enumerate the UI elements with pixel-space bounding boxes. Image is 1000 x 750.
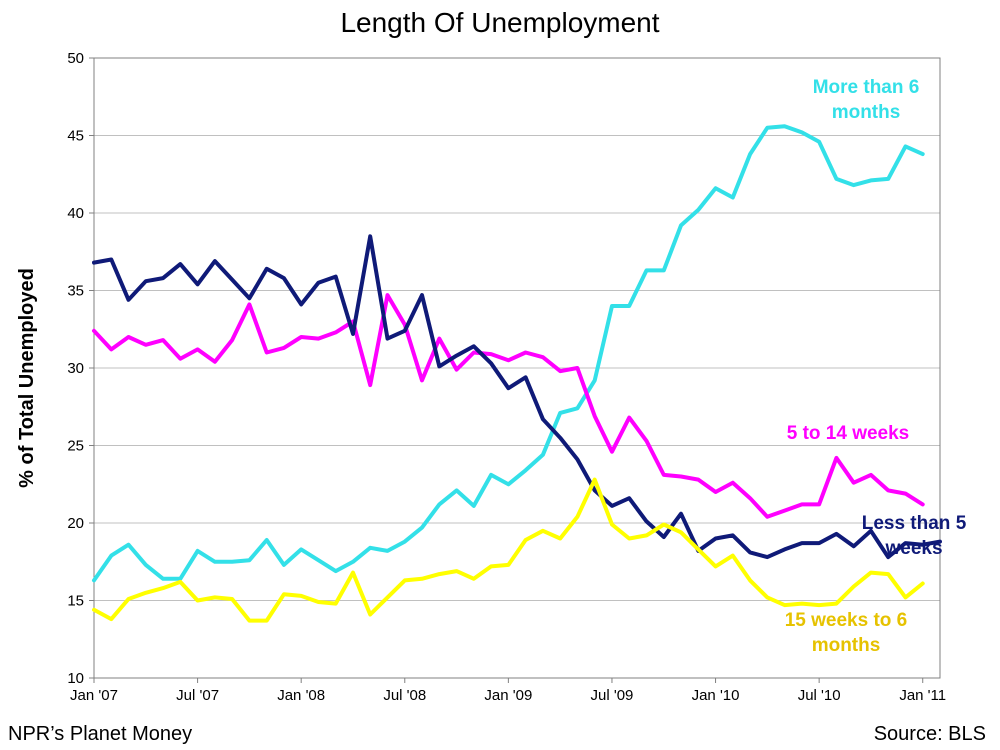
x-tick-label: Jan '11 [899, 687, 946, 704]
series-annotation: More than 6 [813, 77, 920, 98]
y-tick-label: 35 [67, 283, 84, 300]
series-line-2 [92, 234, 942, 560]
y-axis-label: % of Total Unemployed [16, 268, 38, 488]
x-tick-label: Jul '09 [591, 687, 634, 704]
x-tick-label: Jan '10 [692, 687, 740, 704]
y-tick-label: 10 [67, 670, 84, 687]
y-tick-label: 50 [67, 50, 84, 67]
source-text: Source: BLS [874, 723, 986, 745]
x-tick-label: Jul '10 [798, 687, 841, 704]
y-tick-label: 15 [67, 593, 84, 610]
chart-title: Length Of Unemployment [340, 7, 659, 38]
x-tick-label: Jan '09 [484, 687, 532, 704]
gridlines [94, 57, 940, 601]
y-tick-label: 40 [67, 205, 84, 222]
y-tick-label: 45 [67, 128, 84, 145]
y-tick-label: 20 [67, 515, 84, 532]
series-annotations: More than 6 months 5 to 14 weeks Less than … [785, 77, 967, 656]
x-tick-label: Jul '07 [176, 687, 219, 704]
y-tick-label: 30 [67, 360, 84, 377]
series-annotation: months [832, 102, 901, 123]
series-annotation: 5 to 14 weeks [787, 423, 910, 444]
series-line-0 [92, 124, 925, 583]
x-tick-label: Jul '08 [383, 687, 426, 704]
series-annotation: Less than 5 [862, 513, 967, 534]
series-line-1 [92, 293, 925, 519]
y-tick-label: 25 [67, 438, 84, 455]
credit-text: NPR’s Planet Money [8, 723, 192, 745]
x-axis-ticks: Jan '07 Jul '07 Jan '08 Jul '08 Jan '09 Jul '… [70, 678, 946, 704]
series-annotation: weeks [884, 538, 942, 559]
series-line-3 [92, 477, 925, 623]
series-annotation: 15 weeks to 6 [785, 610, 908, 631]
x-tick-label: Jan '07 [70, 687, 118, 704]
y-axis-ticks: 10 15 20 25 30 35 40 45 50 [67, 50, 94, 687]
series-lines [92, 124, 942, 623]
series-annotation: months [812, 635, 881, 656]
x-tick-label: Jan '08 [277, 687, 325, 704]
